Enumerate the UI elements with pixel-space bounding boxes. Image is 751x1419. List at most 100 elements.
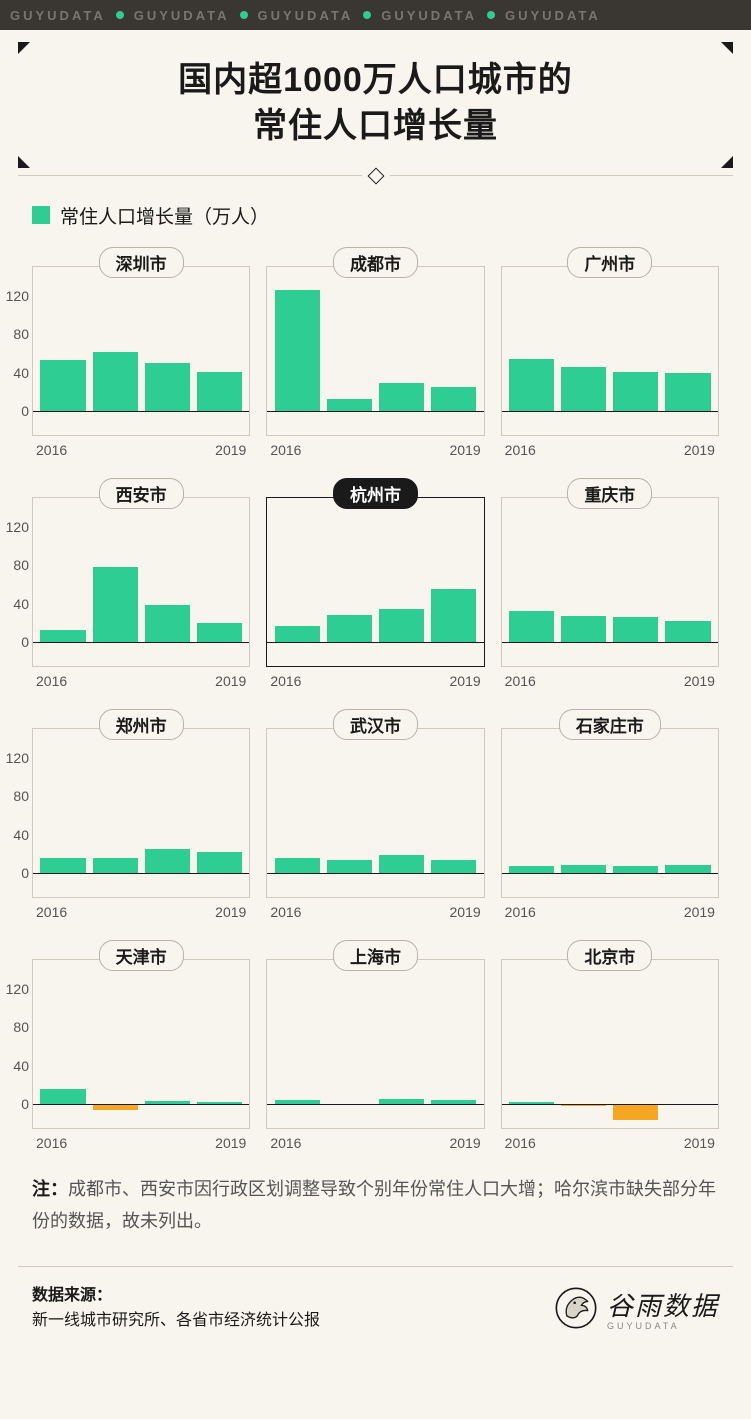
y-tick-label: 80 (0, 1019, 29, 1035)
bar (613, 866, 658, 873)
divider (18, 170, 733, 182)
legend-label: 常住人口增长量（万人） (60, 202, 269, 229)
corner-decoration (721, 156, 733, 168)
panel-title: 郑州市 (99, 709, 184, 740)
bar (431, 387, 476, 411)
bar (665, 373, 710, 411)
topbar: GUYUDATA GUYUDATA GUYUDATA GUYUDATA GUYUDATA (0, 0, 751, 30)
bar (613, 1104, 658, 1120)
bar (509, 866, 554, 873)
title-line-2: 常住人口增长量 (40, 104, 711, 150)
chart-panel: 郑州市0408012020162019 (32, 709, 250, 920)
y-tick-label: 120 (0, 981, 29, 997)
x-tick-label: 2016 (270, 1135, 301, 1151)
y-tick-label: 40 (0, 827, 29, 843)
chart-panel: 石家庄市20162019 (501, 709, 719, 920)
x-axis: 2016 2019 (32, 436, 250, 458)
bar (509, 359, 554, 411)
bar (275, 626, 320, 642)
y-tick-label: 120 (0, 750, 29, 766)
x-axis: 2016 2019 (501, 667, 719, 689)
logo-text-cn: 谷雨数据 (607, 1286, 719, 1323)
panel-title: 重庆市 (567, 478, 652, 509)
logo: 谷雨数据 GUYUDATA (555, 1286, 719, 1331)
x-axis: 20162019 (266, 898, 484, 920)
x-tick-label: 2016 (36, 442, 67, 458)
y-tick-label: 80 (0, 326, 29, 342)
baseline (267, 411, 483, 413)
bar (40, 858, 85, 872)
chart-panel: 西安市0408012020162019 (32, 478, 250, 689)
x-axis: 20162019 (32, 1129, 250, 1151)
footnote: 注：成都市、西安市因行政区划调整导致个别年份常住人口大增；哈尔滨市缺失部分年份的… (32, 1173, 719, 1238)
panel-title: 上海市 (333, 940, 418, 971)
chart-box (266, 497, 484, 667)
x-tick-label: 2019 (215, 442, 246, 458)
topbar-word: GUYUDATA (134, 8, 230, 23)
x-axis: 20162019 (32, 667, 250, 689)
bar (561, 367, 606, 411)
baseline (502, 642, 718, 644)
bar (327, 860, 372, 872)
bar (613, 617, 658, 642)
baseline (502, 1104, 718, 1106)
bar (93, 858, 138, 873)
x-axis: 2016 2019 (501, 898, 719, 920)
panel-title: 深圳市 (99, 247, 184, 278)
bar (431, 589, 476, 642)
chart-panel: 杭州市20162019 (266, 478, 484, 689)
baseline (33, 873, 249, 875)
x-tick-label: 2016 (505, 904, 536, 920)
topbar-word: GUYUDATA (505, 8, 601, 23)
baseline (502, 411, 718, 413)
diamond-icon (367, 167, 384, 184)
y-tick-label: 80 (0, 557, 29, 573)
x-tick-label: 2019 (684, 673, 715, 689)
x-tick-label: 2019 (215, 673, 246, 689)
baseline (33, 642, 249, 644)
baseline (267, 642, 483, 644)
bar (561, 865, 606, 873)
source-body: 新一线城市研究所、各省市经济统计公报 (32, 1308, 320, 1334)
x-axis: 20162019 (501, 436, 719, 458)
x-tick-label: 2016 (270, 673, 301, 689)
x-axis: 20162019 (266, 436, 484, 458)
header: 国内超1000万人口城市的 常住人口增长量 (0, 30, 751, 170)
x-axis: 20162019 (266, 667, 484, 689)
chart-box (266, 959, 484, 1129)
source-title: 数据来源： (32, 1283, 320, 1309)
chart-box (501, 497, 719, 667)
corner-decoration (721, 42, 733, 54)
x-tick-label: 2019 (684, 904, 715, 920)
bar (561, 616, 606, 642)
y-tick-label: 80 (0, 788, 29, 804)
dot-icon (116, 11, 124, 19)
corner-decoration (18, 42, 30, 54)
footer-source: 数据来源： 新一线城市研究所、各省市经济统计公报 (32, 1283, 320, 1334)
topbar-word: GUYUDATA (381, 8, 477, 23)
dot-icon (363, 11, 371, 19)
bar (93, 352, 138, 410)
y-tick-label: 40 (0, 365, 29, 381)
x-tick-label: 2016 (36, 904, 67, 920)
topbar-word: GUYUDATA (10, 8, 106, 23)
y-tick-label: 0 (0, 403, 29, 419)
x-tick-label: 2016 (505, 673, 536, 689)
topbar-word: GUYUDATA (258, 8, 354, 23)
chart-box (501, 266, 719, 436)
x-tick-label: 2019 (450, 1135, 481, 1151)
baseline (267, 873, 483, 875)
chart-panel: 成都市 20162019 (266, 247, 484, 458)
chart-panel: 上海市 2016 2019 (266, 940, 484, 1151)
bar (379, 383, 424, 411)
y-tick-label: 120 (0, 288, 29, 304)
bar (145, 849, 190, 873)
bird-icon (555, 1287, 597, 1329)
footer: 数据来源： 新一线城市研究所、各省市经济统计公报 谷雨数据 GUYUDATA (0, 1267, 751, 1356)
y-tick-label: 40 (0, 596, 29, 612)
baseline (502, 873, 718, 875)
panel-title: 成都市 (333, 247, 418, 278)
bar (40, 630, 85, 641)
bar (665, 621, 710, 642)
bar (145, 605, 190, 642)
